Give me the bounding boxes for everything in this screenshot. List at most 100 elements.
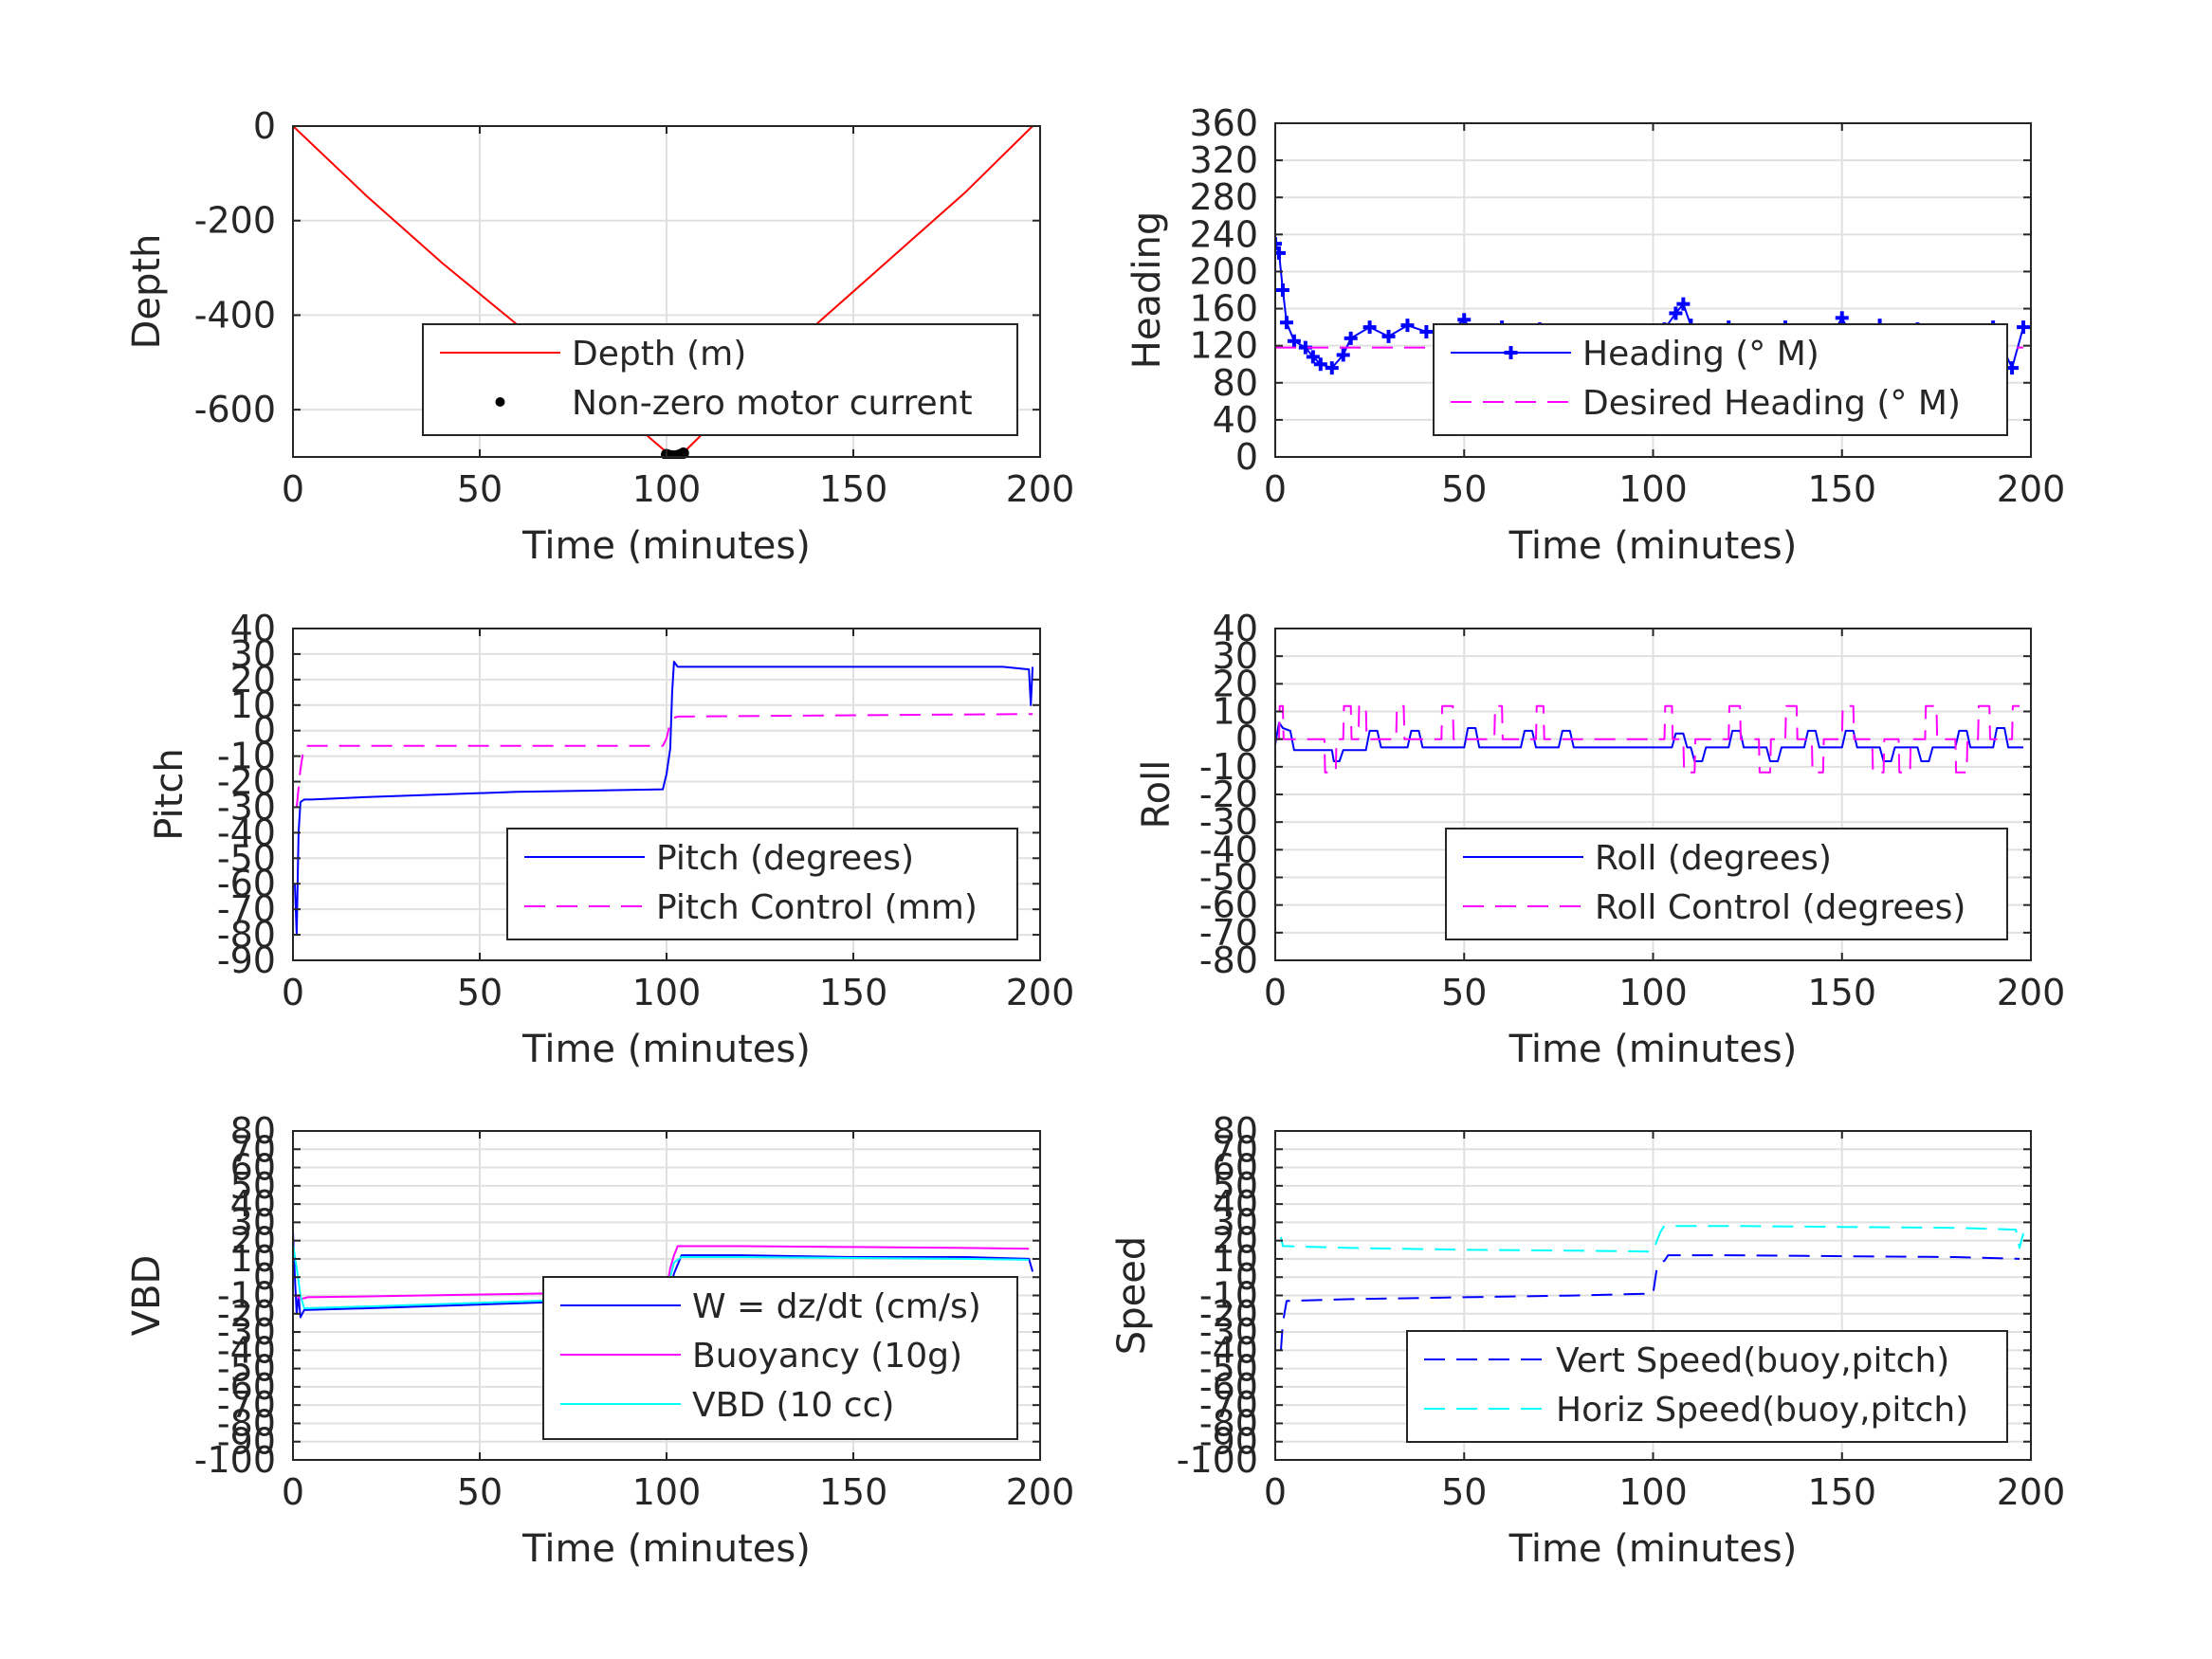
heading-data-point [1419, 325, 1434, 338]
vbd-legend-entry: W = dz/dt (cm/s) [560, 1287, 981, 1326]
speed-series-0 [1280, 1254, 2020, 1351]
speed-y-tick-label: -60 [1199, 1366, 1258, 1408]
pitch-y-tick-label: 20 [230, 659, 276, 701]
speed-y-tick-label: 0 [1235, 1256, 1258, 1298]
roll-y-tick-label: -70 [1199, 912, 1258, 954]
heading-y-tick-label: 40 [1213, 399, 1258, 441]
vbd-legend-label: W = dz/dt (cm/s) [692, 1287, 981, 1326]
depth-x-tick-label: 150 [819, 468, 888, 510]
pitch-y-axis-label: Pitch [148, 748, 192, 840]
depth-x-tick-label: 0 [282, 468, 304, 510]
speed-y-tick-label: -70 [1199, 1384, 1258, 1426]
heading-legend-label: Desired Heading (° M) [1582, 384, 1961, 423]
roll-x-tick-label: 200 [1997, 972, 2066, 1013]
pitch-y-tick-label: -60 [217, 863, 276, 904]
vbd-y-tick-label: -60 [217, 1366, 276, 1408]
heading-y-axis-label: Heading [1125, 211, 1169, 369]
depth-y-tick-label: -600 [194, 389, 276, 430]
pitch-y-tick-label: -30 [217, 786, 276, 828]
vbd-legend-label: VBD (10 cc) [692, 1386, 894, 1425]
speed-y-tick-label: -80 [1199, 1402, 1258, 1444]
depth-legend-marker [495, 397, 505, 407]
roll-legend-entry: Roll Control (degrees) [1463, 888, 1965, 927]
speed-x-axis-label: Time (minutes) [1508, 1527, 1798, 1571]
speed-y-tick-label: 40 [1213, 1183, 1258, 1225]
roll-legend-label: Roll (degrees) [1595, 839, 1832, 878]
depth-legend-box [422, 323, 1018, 436]
roll-y-tick-label: 20 [1213, 663, 1258, 704]
heading-data-point [1275, 283, 1289, 297]
vbd-y-tick-label: -30 [217, 1311, 276, 1353]
roll-x-tick-label: 50 [1441, 972, 1487, 1013]
vbd-y-tick-label: -90 [217, 1421, 276, 1463]
vbd-x-tick-label: 50 [457, 1471, 503, 1513]
speed-legend: Vert Speed(buoy,pitch) Horiz Speed(buoy,p… [1406, 1330, 2008, 1443]
roll-subplot: 0 50 100 150 200-80-70-60-50-40-30-20-100102… [1135, 608, 2065, 1071]
pitch-x-tick-label: 150 [819, 972, 888, 1013]
speed-y-tick-label: -20 [1199, 1293, 1258, 1335]
heading-x-tick-label: 100 [1618, 468, 1688, 510]
heading-data-point [1676, 297, 1691, 311]
heading-y-tick-label: 200 [1189, 250, 1258, 292]
depth-legend-label: Non-zero motor current [572, 384, 973, 423]
roll-y-tick-label: -40 [1199, 829, 1258, 870]
depth-legend: Depth (m) Non-zero motor current [422, 323, 1018, 436]
vbd-y-tick-label: -20 [217, 1293, 276, 1335]
heading-x-tick-label: 200 [1997, 468, 2066, 510]
depth-x-tick-label: 200 [1006, 468, 1075, 510]
pitch-y-tick-label: -50 [217, 837, 276, 879]
pitch-x-tick-label: 200 [1006, 972, 1075, 1013]
speed-y-tick-label: 70 [1213, 1128, 1258, 1170]
vbd-legend-entry: Buoyancy (10g) [560, 1337, 962, 1376]
depth-y-tick-label: -400 [194, 294, 276, 336]
roll-x-axis-label: Time (minutes) [1508, 1028, 1798, 1071]
vbd-x-tick-label: 200 [1006, 1471, 1075, 1513]
pitch-legend: Pitch (degrees) Pitch Control (mm) [506, 828, 1018, 940]
heading-data-point [1344, 331, 1358, 345]
depth-legend-entry: Non-zero motor current [495, 384, 973, 423]
depth-y-tick-label: 0 [253, 105, 276, 147]
heading-data-point [1275, 246, 1286, 260]
depth-legend-label: Depth (m) [572, 335, 746, 374]
speed-y-tick-label: -90 [1199, 1421, 1258, 1463]
heading-legend-entry: Desired Heading (° M) [1451, 384, 1961, 423]
roll-legend: Roll (degrees) Roll Control (degrees) [1445, 828, 2008, 940]
heading-data-point [1400, 319, 1415, 333]
speed-y-tick-label: 60 [1213, 1147, 1258, 1189]
pitch-y-tick-label: -70 [217, 888, 276, 930]
speed-subplot: 0 50 100 150 200-100-90-80-70-60-50-40-30-20… [1110, 1110, 2065, 1571]
heading-data-point [1287, 334, 1301, 348]
pitch-legend-label: Pitch Control (mm) [656, 888, 978, 927]
speed-y-axis-label: Speed [1110, 1236, 1154, 1355]
vbd-y-tick-label: 60 [230, 1147, 276, 1189]
speed-x-tick-label: 0 [1264, 1471, 1287, 1513]
pitch-x-tick-label: 50 [457, 972, 503, 1013]
roll-x-tick-label: 150 [1807, 972, 1876, 1013]
pitch-y-tick-label: -40 [217, 811, 276, 853]
depth-x-axis-label: Time (minutes) [521, 524, 811, 568]
vbd-y-tick-label: -100 [194, 1439, 276, 1481]
speed-y-tick-label: -40 [1199, 1329, 1258, 1371]
pitch-series-line [294, 661, 1034, 937]
heading-y-tick-label: 280 [1189, 176, 1258, 218]
pitch-y-tick-label: -10 [217, 736, 276, 777]
pitch-subplot: 0 50 100 150 200-90-80-70-60-50-40-30-20-100… [148, 608, 1074, 1071]
vbd-legend-label: Buoyancy (10g) [692, 1337, 962, 1376]
roll-x-tick-label: 0 [1264, 972, 1287, 1013]
pitch-x-axis-label: Time (minutes) [521, 1028, 811, 1071]
speed-y-tick-label: 50 [1213, 1165, 1258, 1207]
speed-x-tick-label: 50 [1441, 1471, 1487, 1513]
vbd-y-tick-label: 20 [230, 1220, 276, 1262]
speed-y-tick-label: -10 [1199, 1275, 1258, 1317]
vbd-y-tick-label: -10 [217, 1275, 276, 1317]
speed-series-1 [1280, 1225, 2024, 1253]
pitch-x-tick-label: 0 [282, 972, 304, 1013]
pitch-legend-label: Pitch (degrees) [656, 839, 914, 878]
vbd-y-tick-label: -80 [217, 1402, 276, 1444]
pitch-legend-entry: Pitch Control (mm) [524, 888, 978, 927]
heading-y-tick-label: 80 [1213, 362, 1258, 404]
heading-y-tick-label: 0 [1235, 436, 1258, 478]
vbd-y-tick-label: -40 [217, 1329, 276, 1371]
roll-y-tick-label: -30 [1199, 801, 1258, 843]
